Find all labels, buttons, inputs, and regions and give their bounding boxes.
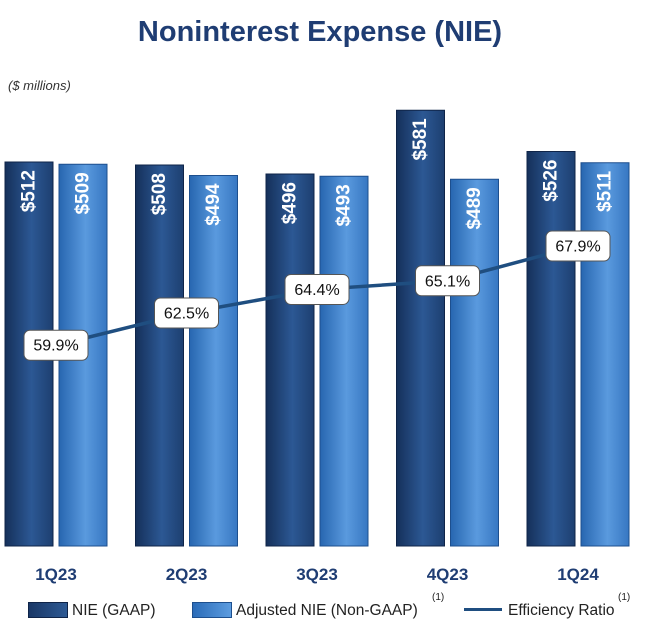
bar-gaap-2q23: [135, 164, 184, 547]
bar-label-adjusted-1q23: $509: [73, 172, 94, 214]
efficiency-label-2q23: 62.5%: [164, 306, 209, 323]
legend-swatch-efficiency: [464, 608, 502, 611]
bar-gaap-3q23: [265, 173, 315, 547]
chart-canvas: $512 $509 $508 $494 $496 $493 $581 $489 $526 $511…: [4, 109, 630, 584]
bar-label-gaap-2q23: $508: [149, 173, 170, 215]
efficiency-label-box-1q23: [23, 329, 89, 361]
bar-label-adjusted-4q23: $489: [464, 187, 485, 229]
efficiency-label-3q23: 64.4%: [294, 282, 339, 299]
efficiency-label-box-2q23: [154, 297, 219, 329]
bar-adjusted-2q23: [189, 175, 238, 547]
legend: NIE (GAAP) Adjusted NIE (Non-GAAP) (1) E…: [14, 592, 654, 628]
units-label: ($ millions): [8, 78, 71, 93]
legend-label-efficiency: Efficiency Ratio: [508, 602, 615, 619]
x-tick-label-4q23: 4Q23: [427, 565, 469, 584]
legend-label-adjusted: Adjusted NIE (Non-GAAP): [236, 602, 418, 619]
bar-label-gaap-1q24: $526: [541, 160, 562, 202]
bar-label-adjusted-2q23: $494: [203, 183, 224, 226]
bar-label-gaap-3q23: $496: [280, 182, 301, 224]
efficiency-label-1q23: 59.9%: [33, 338, 78, 355]
legend-footnote-efficiency: (1): [618, 592, 631, 603]
efficiency-label-box-1q24: [545, 230, 611, 262]
bar-label-gaap-1q23: $512: [19, 170, 40, 212]
legend-swatch-adjusted: [192, 602, 232, 618]
bar-gaap-4q23: [396, 109, 445, 547]
bar-adjusted-4q23: [450, 178, 499, 547]
bar-gaap-1q24: [526, 151, 576, 547]
bar-label-gaap-4q23: $581: [410, 118, 431, 161]
efficiency-label-box-4q23: [415, 265, 480, 297]
x-tick-label-1q23: 1Q23: [35, 565, 77, 584]
bar-label-adjusted-1q24: $511: [595, 170, 616, 212]
efficiency-label-4q23: 65.1%: [425, 273, 470, 290]
efficiency-label-1q24: 67.9%: [555, 239, 600, 256]
legend-footnote-adjusted: (1): [432, 592, 445, 603]
legend-swatch-gaap: [28, 602, 68, 618]
bar-adjusted-1q24: [580, 162, 630, 547]
efficiency-label-box-3q23: [284, 273, 350, 305]
legend-label-gaap: NIE (GAAP): [72, 602, 156, 619]
chart-title: Noninterest Expense (NIE): [137, 16, 503, 48]
x-tick-label-1q24: 1Q24: [557, 565, 599, 584]
bar-label-adjusted-3q23: $493: [334, 184, 355, 226]
bar-adjusted-3q23: [319, 175, 369, 547]
x-tick-label-3q23: 3Q23: [296, 565, 338, 584]
x-tick-label-2q23: 2Q23: [166, 565, 208, 584]
